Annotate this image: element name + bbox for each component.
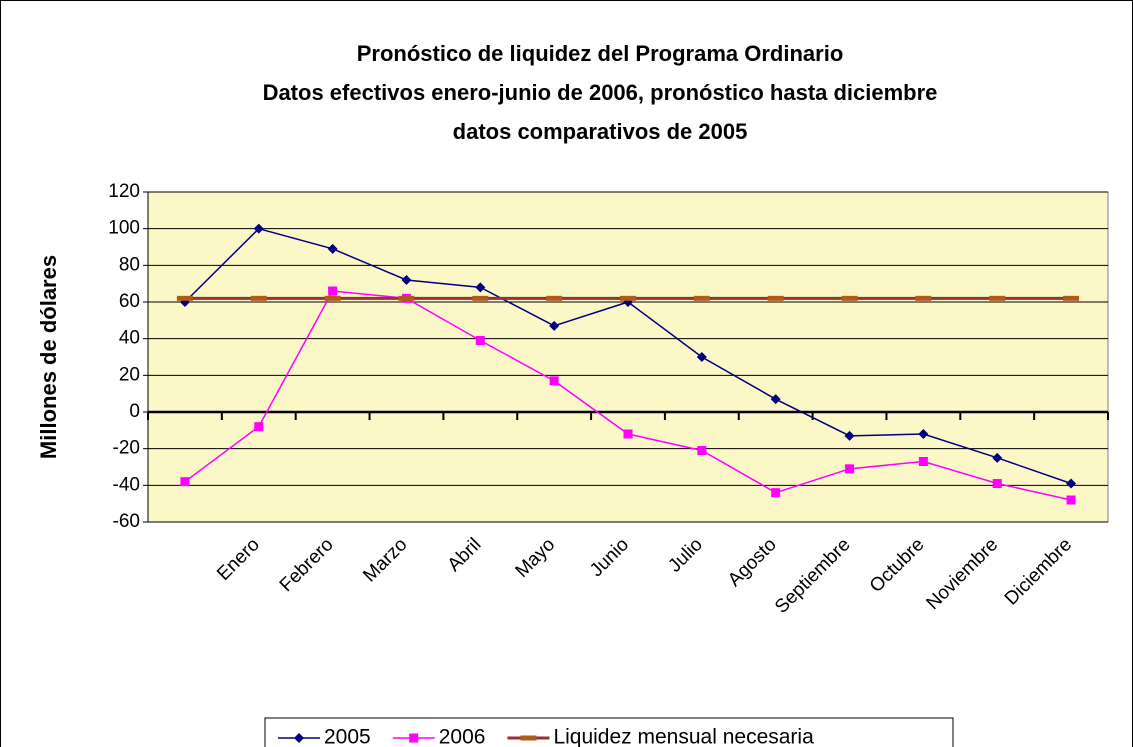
data-point bbox=[549, 376, 559, 386]
chart-title: Datos efectivos enero-junio de 2006, pro… bbox=[263, 80, 938, 105]
y-tick-label: 60 bbox=[119, 291, 140, 312]
data-point bbox=[918, 429, 929, 439]
legend-label: 2005 bbox=[324, 726, 371, 747]
data-point bbox=[1066, 495, 1076, 505]
data-point bbox=[475, 282, 486, 293]
data-point bbox=[328, 286, 338, 296]
data-point bbox=[327, 243, 338, 254]
data-point bbox=[472, 295, 489, 301]
data-point bbox=[1066, 478, 1077, 489]
data-point bbox=[989, 295, 1006, 301]
data-point bbox=[324, 295, 341, 301]
data-point bbox=[546, 295, 563, 301]
data-point bbox=[992, 452, 1003, 463]
data-point bbox=[697, 446, 707, 455]
data-point bbox=[693, 295, 710, 301]
data-point bbox=[841, 295, 858, 301]
data-point bbox=[401, 275, 412, 285]
data-point bbox=[1063, 295, 1080, 301]
legend-marker bbox=[294, 733, 304, 743]
data-point bbox=[767, 295, 784, 301]
data-point bbox=[253, 223, 264, 234]
data-point bbox=[844, 430, 855, 441]
data-point bbox=[915, 295, 932, 301]
y-tick-label: -60 bbox=[113, 511, 140, 532]
data-point bbox=[398, 295, 415, 301]
data-point bbox=[549, 320, 560, 331]
data-point bbox=[254, 422, 264, 432]
y-tick-label: -40 bbox=[113, 474, 140, 495]
chart-title: Pronóstico de liquidez del Programa Ordi… bbox=[357, 41, 844, 66]
data-point bbox=[770, 394, 781, 405]
y-tick-label: 20 bbox=[119, 364, 140, 385]
y-tick-label: 0 bbox=[129, 401, 140, 422]
legend-marker bbox=[520, 735, 537, 741]
y-tick-label: 120 bbox=[108, 181, 140, 202]
data-point bbox=[620, 295, 636, 301]
data-point bbox=[623, 429, 633, 439]
plot-area bbox=[147, 191, 1109, 523]
data-point bbox=[918, 457, 928, 466]
data-point bbox=[771, 488, 781, 498]
data-point bbox=[475, 336, 485, 345]
y-tick-label: -20 bbox=[113, 438, 140, 459]
legend bbox=[264, 717, 954, 747]
y-tick-label: 100 bbox=[108, 218, 140, 239]
data-point bbox=[180, 477, 190, 487]
legend-marker bbox=[409, 733, 419, 743]
legend-label: 2006 bbox=[439, 726, 486, 747]
y-tick-label: 80 bbox=[119, 254, 140, 275]
data-point bbox=[992, 479, 1002, 488]
legend-label: Liquidez mensual necesaria bbox=[553, 726, 814, 747]
data-point bbox=[250, 295, 267, 301]
chart-title: datos comparativos de 2005 bbox=[453, 119, 748, 144]
data-point bbox=[696, 352, 707, 362]
y-tick-label: 40 bbox=[119, 328, 140, 349]
y-axis-label: Millones de dólares bbox=[36, 255, 61, 459]
data-point bbox=[176, 295, 193, 301]
data-point bbox=[845, 464, 855, 474]
